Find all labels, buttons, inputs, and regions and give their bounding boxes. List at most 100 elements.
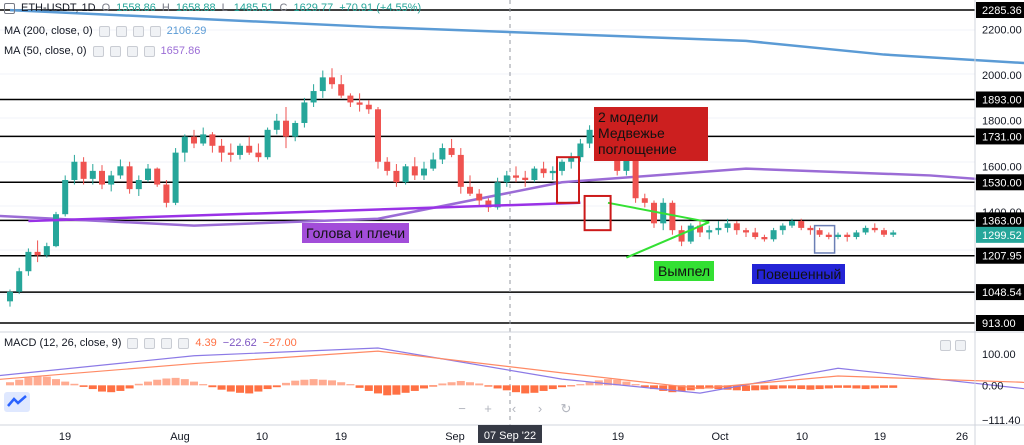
level-price-label: 1048.54 [982, 287, 1022, 299]
macd-legend: MACD (12, 26, close, 9) 4.39 −22.62 −27.… [4, 337, 297, 349]
settings-icon[interactable] [115, 25, 127, 37]
pennant-top-line [607, 201, 710, 224]
scroll-right-icon[interactable]: › [537, 401, 543, 416]
close-icon[interactable] [161, 337, 173, 349]
candle-body [577, 143, 584, 158]
macd-histogram-bar [15, 379, 24, 386]
ohlc-low: 1485.51 [233, 2, 274, 14]
candle-body [586, 129, 593, 144]
settings-icon[interactable] [109, 45, 121, 57]
candle-body [568, 157, 575, 162]
candle-body [62, 179, 69, 215]
more-icon[interactable] [149, 25, 161, 37]
maximize-pane-icon[interactable] [940, 340, 951, 351]
engulfing-box-1 [556, 156, 580, 204]
hanging-man-label[interactable]: Повешенный [752, 264, 846, 284]
candle-body [531, 168, 538, 180]
macd-histogram-bar [272, 385, 281, 388]
candle-body [476, 193, 483, 201]
macd-histogram-bar [576, 384, 585, 386]
settings-icon[interactable] [144, 337, 156, 349]
scroll-left-icon[interactable]: ‹ [511, 401, 517, 416]
level-price-label: 1530.00 [982, 177, 1022, 189]
macd-histogram-bar [309, 379, 318, 386]
candle-body [255, 152, 262, 158]
macd-histogram-bar [355, 385, 364, 388]
horizontal-levels [0, 9, 975, 324]
ohlc-high-label: H [161, 2, 170, 14]
level-price-badge [976, 2, 1024, 18]
ohlc-open: 1558.86 [116, 2, 156, 14]
candle-body [338, 84, 345, 96]
candle-body [89, 170, 96, 179]
close-icon[interactable] [132, 25, 144, 37]
reset-icon[interactable]: ↻ [560, 401, 572, 416]
ma50-line [0, 167, 1024, 227]
price-axis[interactable]: 2200.002000.001800.001600.001400.002285.… [974, 0, 1024, 445]
macd-histogram-bar [236, 385, 244, 393]
time-tick-label: 10 [256, 431, 268, 443]
candle-body [715, 227, 722, 231]
visibility-icon[interactable] [92, 45, 104, 57]
signal-line [0, 350, 1024, 390]
close-icon[interactable] [126, 45, 138, 57]
candle-body [641, 198, 648, 203]
candle-body [145, 168, 151, 180]
visibility-icon[interactable] [98, 25, 110, 37]
macd-hist-value: 4.39 [195, 337, 217, 349]
candle-body [448, 148, 455, 155]
candle-body [43, 246, 50, 256]
candle-body [494, 182, 501, 208]
macd-histogram-bar [79, 385, 88, 387]
macd-histogram-bar [107, 385, 116, 393]
macd-histogram-bar [328, 380, 336, 386]
more-icon[interactable] [178, 337, 190, 349]
hanging-man-box [813, 224, 836, 254]
zoom-in-icon[interactable]: + [484, 401, 492, 416]
visibility-icon[interactable] [127, 337, 139, 349]
collapse-icon[interactable] [4, 2, 15, 14]
candle-body [154, 168, 161, 185]
zoom-out-icon[interactable]: − [458, 401, 466, 416]
candle-body [25, 251, 32, 272]
candle-body [181, 136, 188, 153]
macd-histogram-bar [502, 385, 511, 391]
candle-body [540, 168, 547, 174]
candle-body [770, 230, 777, 240]
candle-body [135, 179, 142, 190]
candle-body [853, 232, 860, 238]
macd-histogram-bar [613, 379, 622, 386]
candle-body [881, 230, 887, 235]
candle-body [513, 175, 519, 178]
level-price-label: 1893.00 [982, 94, 1022, 106]
time-axis[interactable]: 19 Aug 10 19 Sep 19 Oct 10 19 26 07 Sep '22 [0, 424, 1024, 443]
collapse-pane-icon[interactable] [955, 340, 966, 351]
macd-histogram-bar [512, 385, 520, 393]
candle-body [411, 166, 418, 176]
time-tick-label: 19 [612, 431, 624, 443]
macd-histogram-bar [410, 385, 419, 391]
head-shoulders-label[interactable]: Голова и плечи [302, 223, 410, 243]
macd-histogram-bar [217, 385, 226, 390]
macd-histogram-bar [824, 385, 833, 389]
bearish-engulfing-label[interactable]: 2 модели Медвежье поглощение [594, 107, 708, 161]
macd-histogram-bar [291, 380, 300, 386]
pennant-label[interactable]: Вымпел [654, 261, 715, 281]
pattern-drawings [28, 156, 836, 259]
macd-histogram-bar [539, 385, 548, 391]
candle-body [365, 104, 372, 110]
candle-body [283, 120, 289, 137]
macd-histogram-bar [429, 385, 438, 387]
candle-body [669, 202, 676, 231]
candle-body [273, 120, 280, 130]
more-icon[interactable] [143, 45, 155, 57]
grid-lines [0, 29, 975, 295]
macd-histogram-bar [383, 385, 392, 396]
macd-histogram-bar [732, 385, 741, 391]
macd-histogram-bar [24, 377, 33, 386]
candle-body [319, 77, 326, 92]
candle-body [789, 221, 795, 226]
tradingview-logo[interactable] [4, 392, 30, 412]
candle-body [733, 223, 740, 231]
